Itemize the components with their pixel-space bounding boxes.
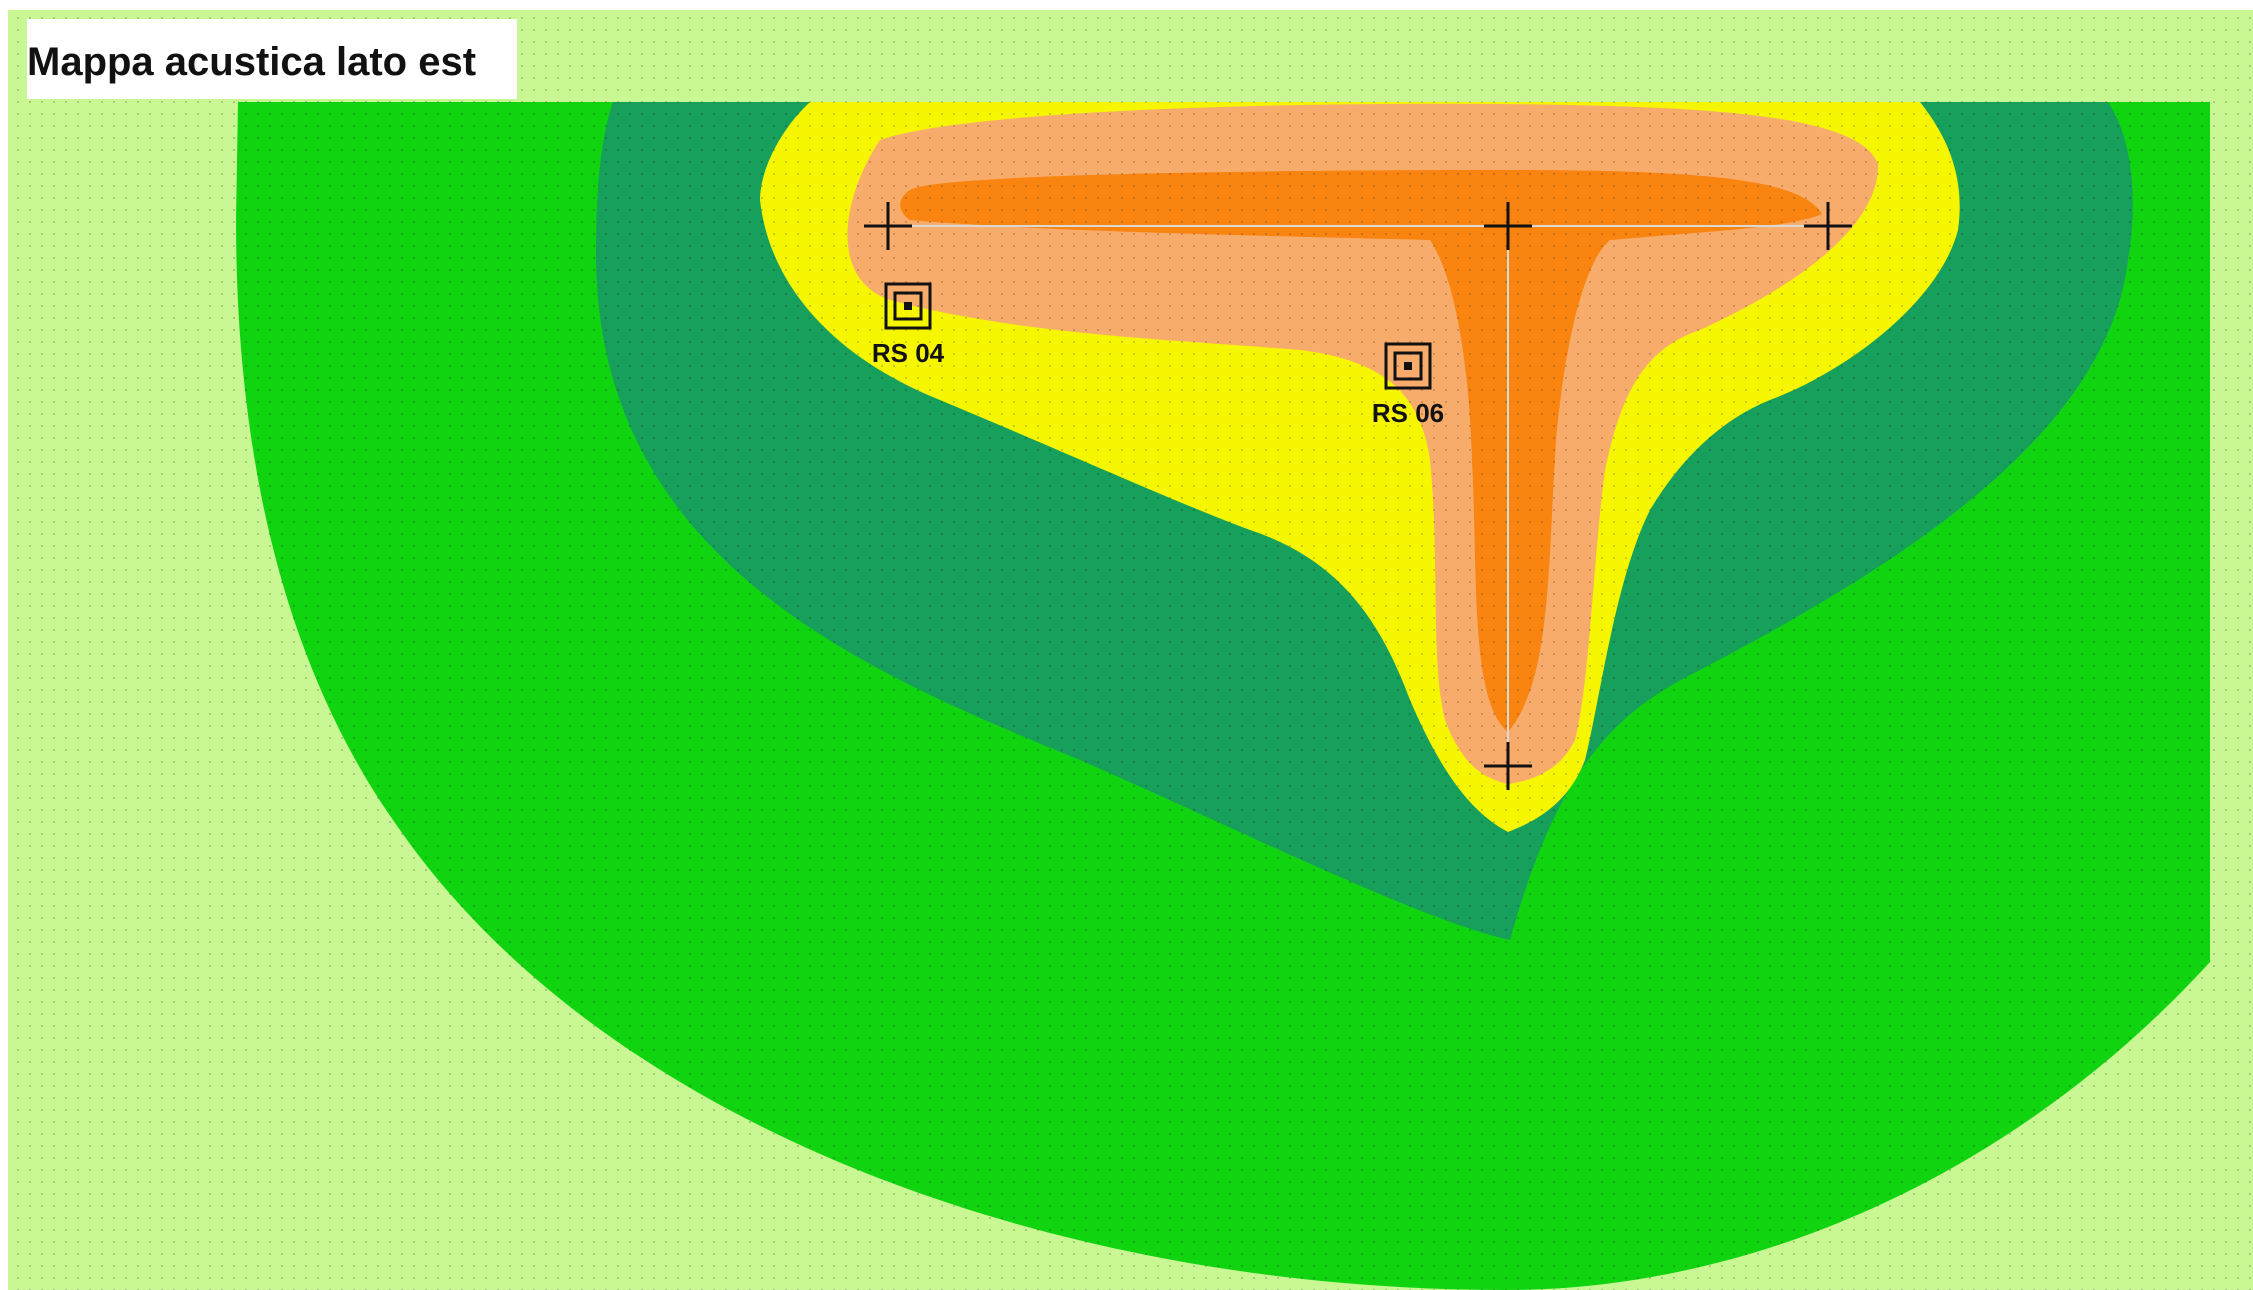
crosshair-icon xyxy=(1804,202,1852,250)
receiver-label: RS 04 xyxy=(872,338,945,368)
title-box: Mappa acustica lato est xyxy=(27,19,517,99)
receiver-rs06[interactable]: RS 06 xyxy=(1372,342,1444,428)
receiver-square-icon xyxy=(1384,342,1432,390)
crosshair-icon xyxy=(864,202,912,250)
crosshair-icon xyxy=(1484,742,1532,790)
crosshair-icon xyxy=(1484,202,1532,250)
receiver-label: RS 06 xyxy=(1372,398,1444,428)
receiver-square-icon xyxy=(884,282,932,330)
dot-grid-overlay xyxy=(8,10,2253,1290)
page-title: Mappa acustica lato est xyxy=(27,40,477,84)
receiver-rs04[interactable]: RS 04 xyxy=(872,282,945,368)
